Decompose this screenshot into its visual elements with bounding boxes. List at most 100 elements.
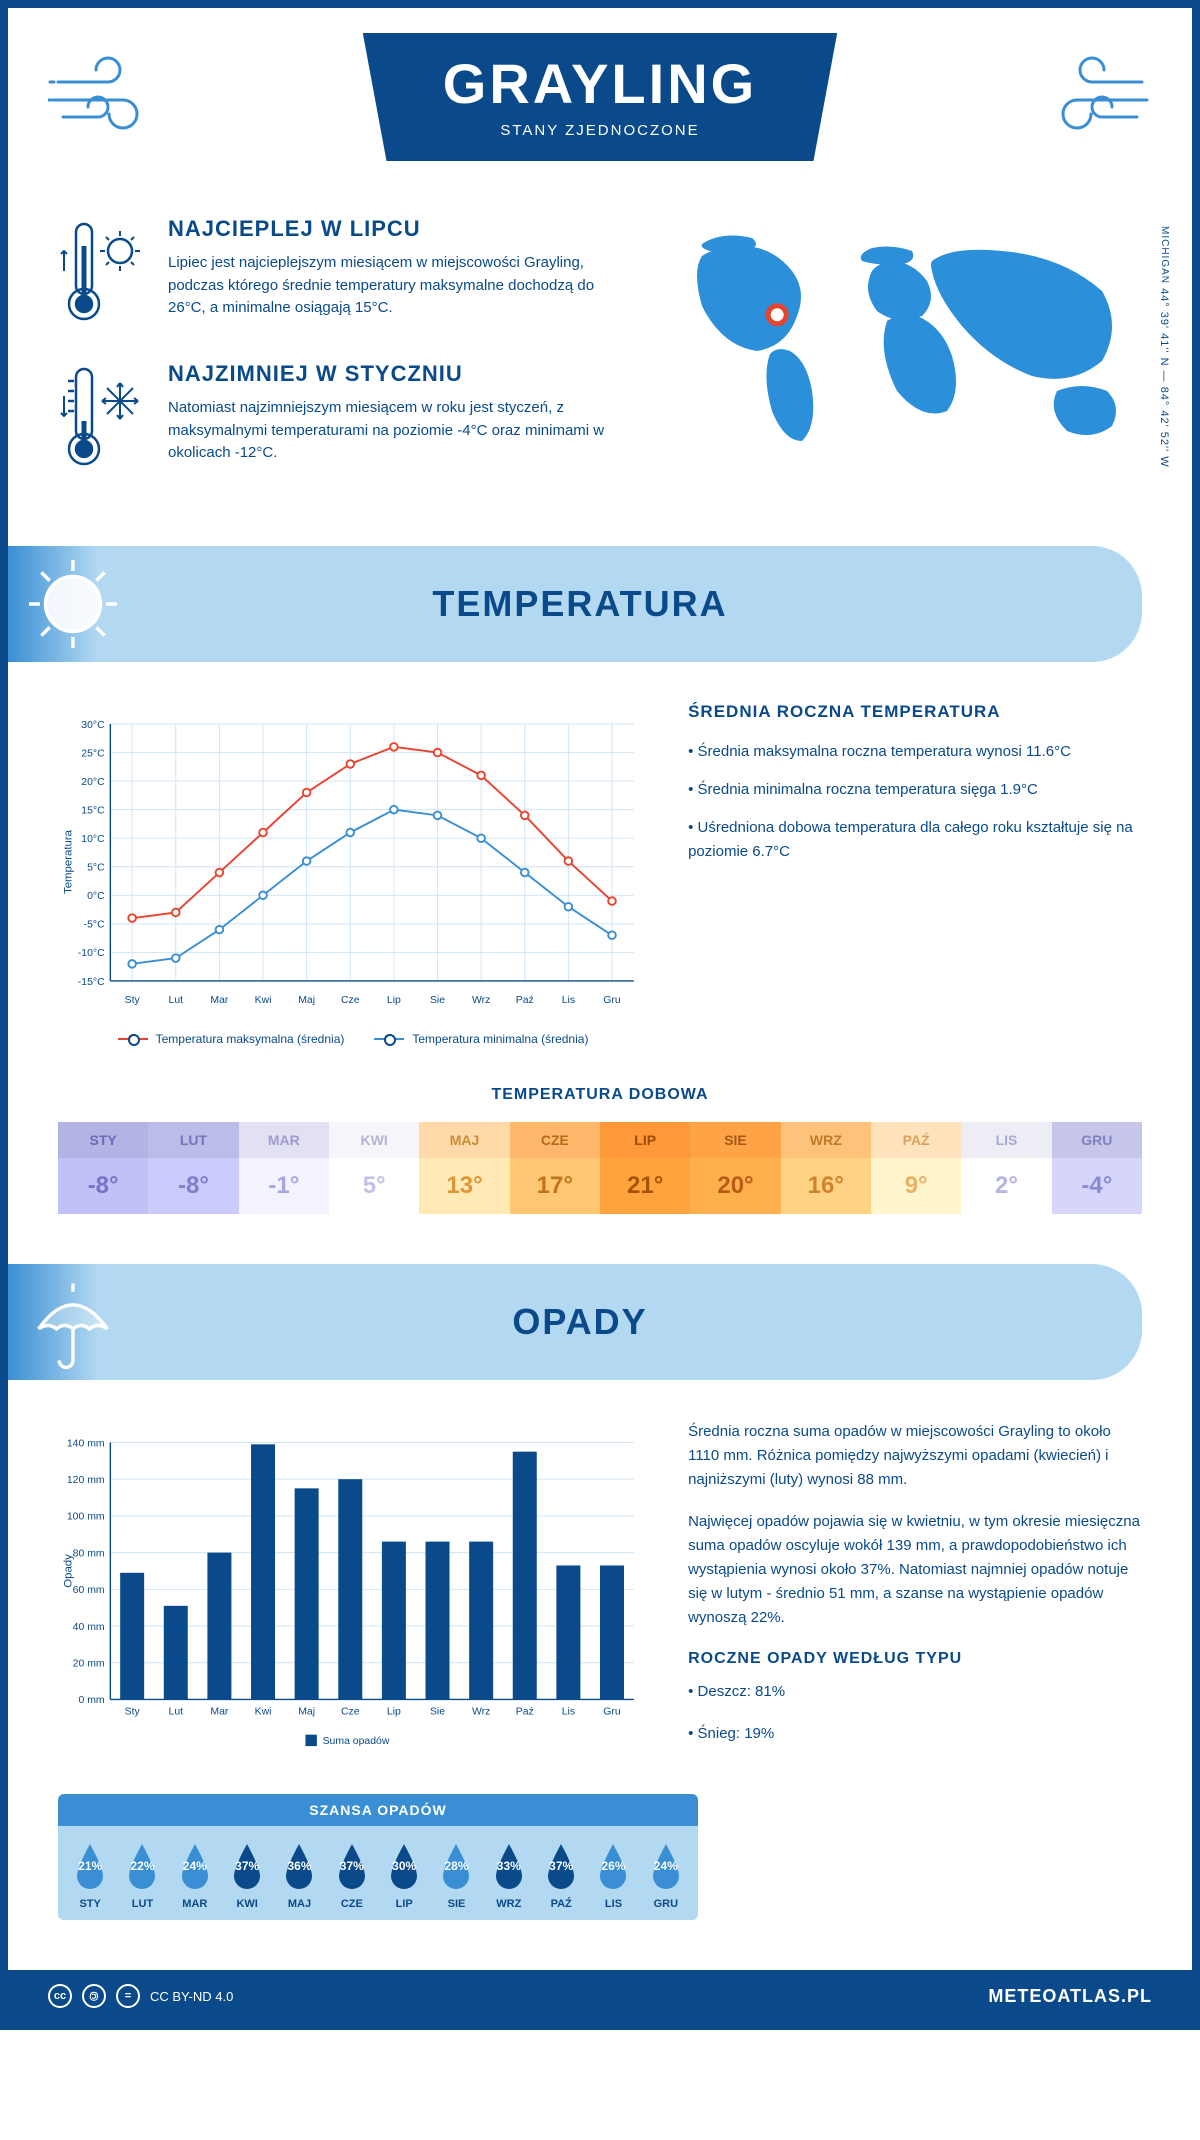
latlon-label: 44° 39' 41'' N — 84° 42' 52'' W	[1158, 288, 1170, 468]
svg-text:Kwi: Kwi	[255, 1707, 272, 1718]
chance-drop: 37%KWI	[223, 1840, 271, 1910]
svg-text:20°C: 20°C	[81, 777, 105, 788]
svg-text:Gru: Gru	[603, 1707, 621, 1718]
thermometer-hot-icon	[58, 216, 148, 331]
map-panel: MICHIGAN 44° 39' 41'' N — 84° 42' 52'' W	[662, 216, 1142, 506]
svg-text:120 mm: 120 mm	[67, 1475, 105, 1486]
sun-icon	[18, 564, 128, 644]
city-title: GRAYLING	[443, 51, 757, 116]
cold-title: NAJZIMNIEJ W STYCZNIU	[168, 361, 632, 387]
svg-text:Lut: Lut	[169, 995, 184, 1006]
coordinates: MICHIGAN 44° 39' 41'' N — 84° 42' 52'' W	[1158, 226, 1170, 468]
cold-text: Natomiast najzimniejszym miesiącem w rok…	[168, 397, 632, 465]
svg-text:Lis: Lis	[562, 995, 575, 1006]
svg-text:Sie: Sie	[430, 1707, 445, 1718]
warm-block: NAJCIEPLEJ W LIPCU Lipiec jest najcieple…	[58, 216, 632, 331]
temp-cell: KWI5°	[329, 1122, 419, 1214]
precip-type-bullet: • Deszcz: 81%	[688, 1680, 1142, 1704]
region-label: MICHIGAN	[1159, 226, 1170, 284]
svg-text:20 mm: 20 mm	[73, 1659, 105, 1670]
svg-text:140 mm: 140 mm	[67, 1438, 105, 1449]
wind-icon-left	[48, 52, 178, 142]
temp-cell: GRU-4°	[1052, 1122, 1142, 1214]
precip-p2: Najwięcej opadów pojawia się w kwietniu,…	[688, 1510, 1142, 1630]
svg-text:Lut: Lut	[169, 1707, 184, 1718]
chance-title: SZANSA OPADÓW	[58, 1794, 698, 1826]
svg-text:100 mm: 100 mm	[67, 1512, 105, 1523]
svg-text:Wrz: Wrz	[472, 995, 490, 1006]
summary-bullet: • Uśredniona dobowa temperatura dla całe…	[688, 816, 1142, 864]
temp-cell: SIE20°	[690, 1122, 780, 1214]
thermometer-cold-icon	[58, 361, 148, 476]
svg-text:-5°C: -5°C	[84, 920, 105, 931]
svg-text:Lip: Lip	[387, 1707, 401, 1718]
svg-text:40 mm: 40 mm	[73, 1622, 105, 1633]
svg-text:60 mm: 60 mm	[73, 1585, 105, 1596]
title-banner: GRAYLING STANY ZJEDNOCZONE	[363, 33, 837, 161]
chance-drop: 26%LIS	[589, 1840, 637, 1910]
svg-text:Sty: Sty	[125, 995, 141, 1006]
temp-cell: MAR-1°	[239, 1122, 329, 1214]
footer: cc 🄯 = CC BY-ND 4.0 METEOATLAS.PL	[8, 1970, 1192, 2022]
svg-text:Suma opadów: Suma opadów	[323, 1736, 390, 1747]
daily-temperature-table: TEMPERATURA DOBOWA STY-8°LUT-8°MAR-1°KWI…	[8, 1076, 1192, 1254]
precip-chance-panel: SZANSA OPADÓW 21%STY22%LUT24%MAR37%KWI36…	[58, 1794, 698, 1920]
chart-legend: Temperatura maksymalna (średnia) Temperat…	[58, 1032, 648, 1046]
temp-cell: STY-8°	[58, 1122, 148, 1214]
legend-item: Temperatura minimalna (średnia)	[374, 1032, 588, 1046]
svg-text:Sty: Sty	[125, 1707, 141, 1718]
temperature-section-header: TEMPERATURA	[8, 546, 1142, 662]
svg-text:Gru: Gru	[603, 995, 621, 1006]
wind-icon-right	[1022, 52, 1152, 142]
temp-cell: PAŹ9°	[871, 1122, 961, 1214]
svg-text:Wrz: Wrz	[472, 1707, 490, 1718]
chance-drop: 28%SIE	[432, 1840, 480, 1910]
chance-drop: 36%MAJ	[275, 1840, 323, 1910]
temp-cell: CZE17°	[510, 1122, 600, 1214]
umbrella-icon	[18, 1282, 128, 1362]
license-text: CC BY-ND 4.0	[150, 1989, 233, 2004]
temp-cell: LIS2°	[961, 1122, 1051, 1214]
svg-text:30°C: 30°C	[81, 720, 105, 731]
svg-text:Maj: Maj	[298, 995, 315, 1006]
precip-p1: Średnia roczna suma opadów w miejscowośc…	[688, 1420, 1142, 1492]
warm-title: NAJCIEPLEJ W LIPCU	[168, 216, 632, 242]
precip-summary: Średnia roczna suma opadów w miejscowośc…	[688, 1420, 1142, 1764]
precip-type-title: ROCZNE OPADY WEDŁUG TYPU	[688, 1650, 1142, 1668]
precip-section-header: OPADY	[8, 1264, 1142, 1380]
svg-text:Paź: Paź	[516, 1707, 534, 1718]
svg-text:Opady: Opady	[62, 1554, 74, 1588]
svg-text:0°C: 0°C	[87, 891, 105, 902]
cc-icon: cc	[48, 1984, 72, 2008]
chance-drop: 33%WRZ	[485, 1840, 533, 1910]
svg-text:Lis: Lis	[562, 1707, 575, 1718]
world-map	[662, 216, 1142, 476]
svg-text:Temperatura: Temperatura	[62, 829, 74, 894]
info-section: NAJCIEPLEJ W LIPCU Lipiec jest najcieple…	[8, 196, 1192, 536]
svg-text:Lip: Lip	[387, 995, 401, 1006]
svg-text:Cze: Cze	[341, 995, 360, 1006]
svg-text:Mar: Mar	[210, 995, 229, 1006]
svg-text:-15°C: -15°C	[78, 977, 105, 988]
summary-bullet: • Średnia maksymalna roczna temperatura …	[688, 740, 1142, 764]
svg-text:Kwi: Kwi	[255, 995, 272, 1006]
legend-item: Temperatura maksymalna (średnia)	[118, 1032, 345, 1046]
svg-text:-10°C: -10°C	[78, 948, 105, 959]
temp-cell: MAJ13°	[419, 1122, 509, 1214]
svg-text:5°C: 5°C	[87, 863, 105, 874]
chance-drop: 22%LUT	[118, 1840, 166, 1910]
chance-drop: 21%STY	[66, 1840, 114, 1910]
header: GRAYLING STANY ZJEDNOCZONE	[8, 8, 1192, 196]
chance-drop: 30%LIP	[380, 1840, 428, 1910]
temp-cell: LIP21°	[600, 1122, 690, 1214]
temp-cell: WRZ16°	[781, 1122, 871, 1214]
precip-bar-chart: 0 mm20 mm40 mm60 mm80 mm100 mm120 mm140 …	[58, 1420, 648, 1764]
precip-title: OPADY	[128, 1301, 1142, 1343]
license-block: cc 🄯 = CC BY-ND 4.0	[48, 1984, 233, 2008]
chance-drop: 37%PAŹ	[537, 1840, 585, 1910]
chance-drop: 24%MAR	[171, 1840, 219, 1910]
svg-text:Paź: Paź	[516, 995, 534, 1006]
nd-icon: =	[116, 1984, 140, 2008]
chance-drop: 24%GRU	[642, 1840, 690, 1910]
chance-drop: 37%CZE	[328, 1840, 376, 1910]
